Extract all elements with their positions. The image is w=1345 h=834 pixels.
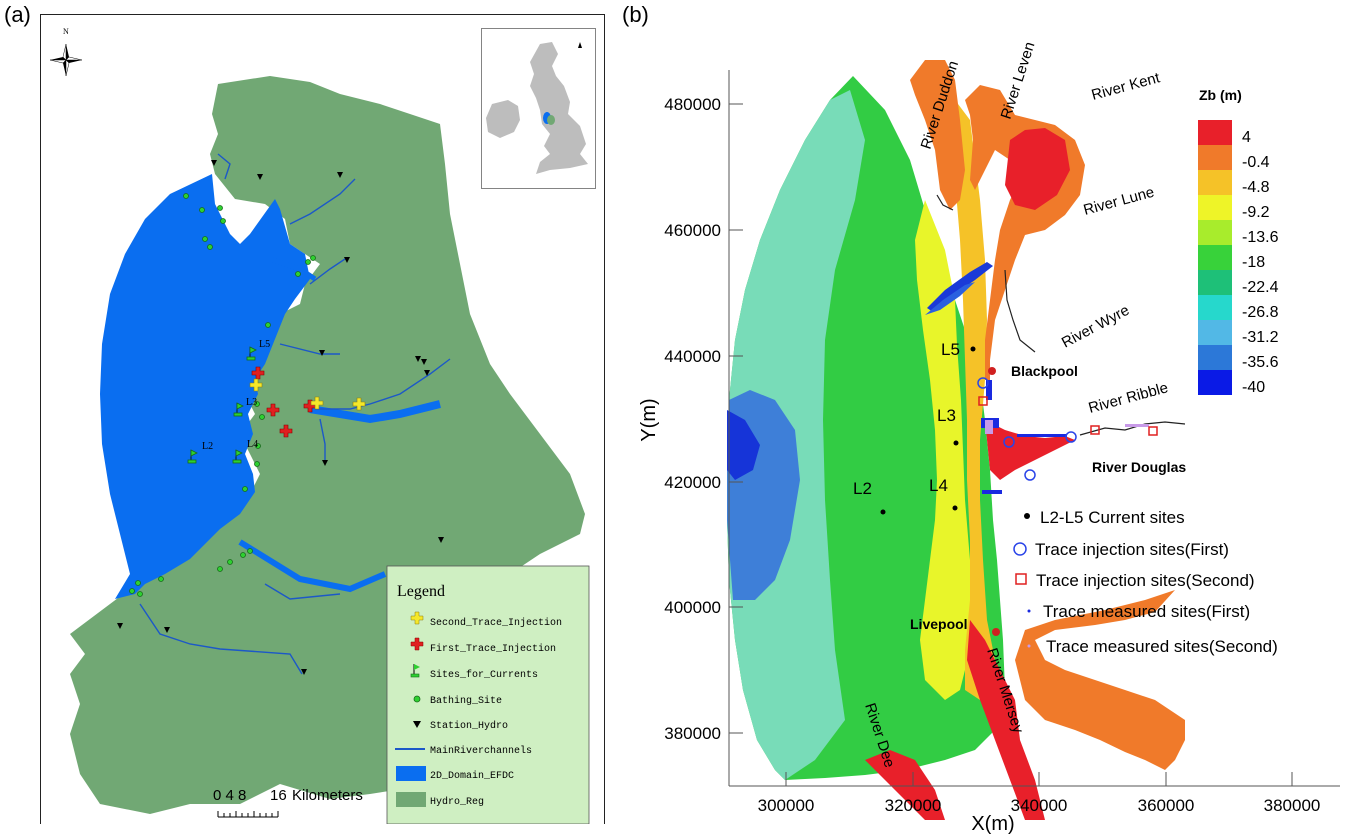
- y-ticks: [729, 103, 743, 734]
- panel-b-legend: [1013, 513, 1031, 648]
- scale-bar: [217, 811, 279, 818]
- panel-b-bathymetry: 480000 460000 440000 420000 400000 38000…: [638, 40, 1340, 834]
- cb-label-4: -13.6: [1242, 229, 1279, 246]
- legend-current-sites: L2-L5 Current sites: [1040, 508, 1185, 527]
- site-l3: L3: [937, 406, 956, 425]
- legend-item-first-injection: First_Trace_Injection: [430, 643, 556, 655]
- efdc-domain: [100, 174, 310, 599]
- y-tick-460000: 460000: [664, 221, 721, 240]
- legend-item-second-injection: Second_Trace_Injection: [430, 617, 562, 629]
- x-tick-380000: 380000: [1264, 796, 1321, 815]
- scale-unit: Kilometers: [292, 787, 363, 804]
- bathymetry-field: [727, 76, 1265, 800]
- trace-measured-second: [985, 420, 1149, 434]
- x-tick-340000: 340000: [1011, 796, 1068, 815]
- place-blackpool: Blackpool: [1011, 363, 1078, 379]
- panel-b-label: (b): [622, 2, 649, 27]
- legend-title: Legend: [397, 583, 445, 600]
- second-injection-sites: [249, 378, 366, 411]
- legend-item-rivers: MainRiverchannels: [430, 745, 532, 757]
- panel-a-label: (a): [4, 2, 31, 27]
- map-legend: Legend Second_Trace_Injection First_Trac…: [386, 565, 590, 824]
- legend-item-region: Hydro_Reg: [430, 796, 484, 808]
- injection-second: [978, 396, 1158, 436]
- colorbar: [1198, 120, 1232, 395]
- site-l5: L5: [941, 340, 960, 359]
- label-l4: L4: [247, 439, 258, 450]
- cb-label-7: -26.8: [1242, 304, 1279, 321]
- x-axis-label: X(m): [971, 813, 1014, 834]
- y-axis-label: Y(m): [638, 398, 660, 441]
- label-l3: L3: [246, 397, 257, 408]
- label-l2: L2: [202, 441, 213, 452]
- cb-label-3: -9.2: [1242, 204, 1270, 221]
- x-tick-320000: 320000: [885, 796, 942, 815]
- colorbar-title: Zb (m): [1199, 87, 1242, 103]
- river-douglas: River Douglas: [1092, 459, 1186, 475]
- inset-uk-map: [481, 28, 596, 189]
- legend-injection-second: Trace injection sites(Second): [1036, 571, 1255, 590]
- cb-label-10: -40: [1242, 379, 1265, 396]
- x-ticks: [785, 772, 1293, 786]
- axes: [728, 70, 1340, 787]
- north-label: N: [63, 27, 69, 36]
- bathing-sites: [129, 193, 316, 597]
- hydro-stations: [117, 160, 444, 675]
- current-site-markers: [880, 346, 976, 515]
- north-arrow-icon: [49, 43, 83, 77]
- y-tick-400000: 400000: [664, 598, 721, 617]
- scale-ticks: 0 4 8: [213, 787, 246, 804]
- scale-major: 16: [270, 787, 287, 804]
- legend-measured-first: Trace measured sites(First): [1043, 602, 1250, 621]
- cb-label-5: -18: [1242, 254, 1265, 271]
- y-tick-380000: 380000: [664, 724, 721, 743]
- legend-injection-first: Trace injection sites(First): [1035, 540, 1229, 559]
- place-livepool: Livepool: [910, 616, 968, 632]
- river-channels: [139, 153, 451, 675]
- cb-label-9: -35.6: [1242, 354, 1279, 371]
- legend-measured-second: Trace measured sites(Second): [1046, 637, 1278, 656]
- legend-item-bathing: Bathing_Site: [430, 695, 502, 707]
- x-tick-300000: 300000: [758, 796, 815, 815]
- y-tick-420000: 420000: [664, 473, 721, 492]
- panel-a-map: L5 L3 L2 L4 N 0 4 8 16 Kilometers: [40, 14, 605, 824]
- cb-label-1: -0.4: [1242, 154, 1270, 171]
- cb-label-6: -22.4: [1242, 279, 1279, 296]
- injection-first: [977, 377, 1077, 481]
- y-tick-480000: 480000: [664, 95, 721, 114]
- legend-item-domain: 2D_Domain_EFDC: [430, 770, 514, 782]
- site-l4: L4: [929, 476, 948, 495]
- first-injection-sites: [251, 366, 317, 438]
- cb-label-2: -4.8: [1242, 179, 1270, 196]
- site-l2: L2: [853, 479, 872, 498]
- legend-item-station: Station_Hydro: [430, 720, 508, 732]
- x-tick-360000: 360000: [1138, 796, 1195, 815]
- legend-item-current-sites: Sites_for_Currents: [430, 669, 538, 681]
- cb-label-8: -31.2: [1242, 329, 1279, 346]
- label-l5: L5: [259, 339, 270, 350]
- estuary-land: [865, 60, 1185, 820]
- y-tick-440000: 440000: [664, 347, 721, 366]
- current-sites: [187, 346, 257, 464]
- cb-label-0: 4: [1242, 129, 1251, 146]
